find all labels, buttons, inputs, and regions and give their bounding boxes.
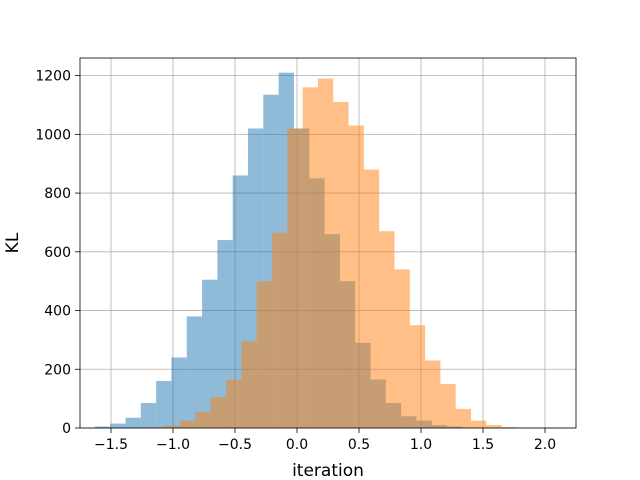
histogram-bar-series-2 bbox=[455, 408, 472, 428]
histogram-bar-series-2 bbox=[302, 87, 318, 428]
histogram-bar-series-2 bbox=[210, 397, 227, 428]
y-tick-label: 400 bbox=[44, 304, 71, 320]
histogram-bar-series-2 bbox=[486, 425, 502, 428]
x-tick-label: 0.0 bbox=[286, 437, 308, 453]
histogram-bar-series-2 bbox=[409, 325, 426, 428]
histogram-bar-series-2 bbox=[256, 281, 272, 428]
histogram-bar-series-1 bbox=[202, 279, 218, 428]
histogram-bar-series-2 bbox=[164, 425, 181, 428]
y-tick-label: 800 bbox=[44, 186, 71, 202]
x-axis-label: iteration bbox=[292, 461, 364, 480]
y-tick-label: 600 bbox=[44, 245, 71, 261]
histogram-bar-series-2 bbox=[241, 341, 257, 428]
y-tick-label: 1200 bbox=[35, 69, 71, 85]
histogram-bar-series-2 bbox=[226, 379, 242, 428]
y-tick-label: 1000 bbox=[35, 127, 71, 143]
y-tick-label: 200 bbox=[44, 362, 71, 378]
x-tick-label: 1.0 bbox=[410, 437, 432, 453]
histogram-bar-series-2 bbox=[440, 383, 456, 428]
histogram-bar-series-2 bbox=[287, 128, 303, 428]
histogram-bar-series-1 bbox=[171, 357, 187, 428]
x-tick-label: 0.5 bbox=[348, 437, 370, 453]
plot-frame bbox=[79, 57, 577, 429]
histogram-bar-series-2 bbox=[379, 231, 395, 428]
histogram-bar-series-1 bbox=[125, 417, 141, 428]
x-tick-label: −1.0 bbox=[156, 437, 190, 453]
x-tick-label: −0.5 bbox=[218, 437, 252, 453]
histogram-bar-series-1 bbox=[110, 423, 126, 428]
y-axis-label: KL bbox=[3, 232, 23, 253]
axes: −1.5 −1.0 −0.5 0.0 0.5 1.0 1.5 2.0 0 200 400 600 800… bbox=[35, 57, 577, 453]
histogram-bars bbox=[94, 72, 517, 429]
histogram-bar-series-2 bbox=[195, 411, 211, 428]
histogram-bar-series-2 bbox=[363, 169, 380, 429]
histogram-bar-series-2 bbox=[348, 125, 364, 429]
histogram-bar-series-2 bbox=[501, 427, 517, 428]
histogram-bar-series-2 bbox=[471, 420, 487, 428]
histogram-bar-series-1 bbox=[140, 403, 157, 428]
histogram-bar-series-2 bbox=[425, 360, 441, 428]
y-tick-label: 0 bbox=[62, 421, 71, 437]
histogram-bar-series-2 bbox=[333, 102, 349, 429]
x-tick-label: 1.5 bbox=[472, 437, 494, 453]
histogram-bar-series-2 bbox=[394, 269, 410, 428]
histogram-bar-series-1 bbox=[156, 381, 172, 428]
histogram-bar-series-1 bbox=[186, 316, 203, 428]
histogram-bar-series-1 bbox=[94, 426, 111, 428]
histogram-bar-series-2 bbox=[180, 420, 196, 428]
x-tick-label: 2.0 bbox=[534, 437, 556, 453]
histogram-bar-series-2 bbox=[149, 427, 165, 428]
histogram-bar-series-2 bbox=[317, 78, 334, 429]
x-tick-label: −1.5 bbox=[94, 437, 128, 453]
histogram-bar-series-2 bbox=[271, 232, 288, 428]
